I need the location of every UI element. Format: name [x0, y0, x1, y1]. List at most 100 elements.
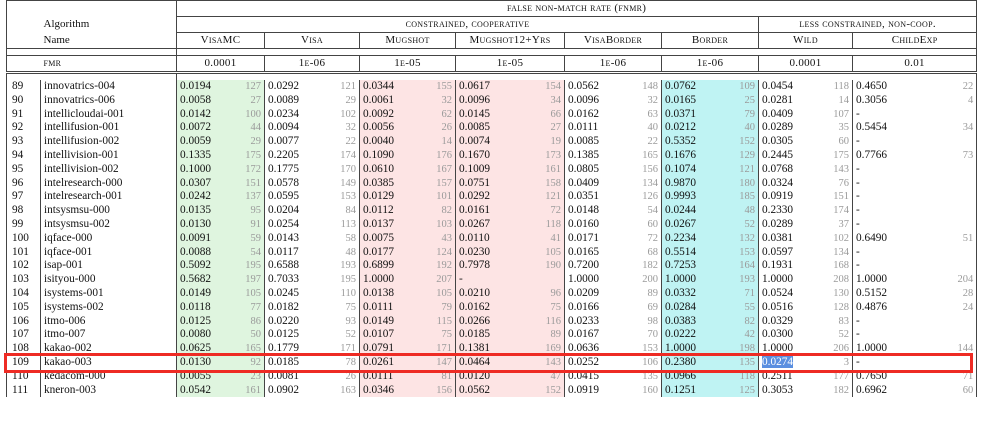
rank-wild: 76 — [809, 176, 853, 191]
fnmr-value-border: 0.0371 — [661, 107, 716, 122]
table-row[interactable]: 91 intellicloudai-001 0.0142 100 0.0234 102 0.… — [6, 107, 978, 122]
table-row[interactable]: 110 kedacom-000 0.0055 23 0.0081 26 0.0111 81 0.… — [6, 369, 978, 384]
rank-visa: 58 — [319, 231, 360, 246]
fnmr-value-visaborder: 0.0167 — [568, 328, 600, 341]
table-row[interactable]: 111 kneron-003 0.0542 161 0.0902 163 0.0346 156… — [6, 383, 978, 398]
table-row[interactable]: 105 isystems-002 0.0118 77 0.0182 75 0.0111 79 0… — [6, 300, 978, 315]
rank-mugshot: 192 — [414, 259, 456, 274]
fnmr-value-visamc: 0.0625 — [176, 342, 227, 356]
fnmr-value-border: 1.0000 — [661, 342, 716, 356]
fnmr-value-wild: 0.0597 — [762, 245, 794, 258]
table-row[interactable]: 89 innovatrics-004 0.0194 127 0.0292 121 0.034… — [6, 80, 978, 94]
rank-visamc: 175 — [226, 148, 265, 163]
fmr-visaborder: 1e-06 — [564, 55, 662, 74]
col-header-visaborder: VisaBorder — [564, 32, 662, 49]
table-row[interactable]: 106 itmo-006 0.0125 86 0.0220 93 0.0149 115 0.02… — [6, 314, 978, 329]
fnmr-value-visamc: 0.5682 — [176, 273, 227, 287]
fmr-wild: 0.0001 — [758, 55, 853, 74]
rank-border: 129 — [715, 148, 759, 163]
fnmr-value-visaborder: 0.0160 — [568, 217, 600, 230]
rank-wild: 107 — [809, 107, 853, 122]
rank-visamc: 27 — [226, 93, 265, 108]
fmr-visamc: 0.0001 — [176, 55, 265, 74]
fnmr-value-visa: 0.0182 — [268, 300, 300, 313]
table-row[interactable]: 97 intelresearch-001 0.0242 137 0.0595 153 0.0… — [6, 190, 978, 205]
table-row[interactable]: 109 kakao-003 0.0130 92 0.0185 78 0.0261 147 0.0… — [6, 355, 978, 370]
table-row[interactable]: 108 kakao-002 0.0625 165 0.1779 171 0.0791 171 0… — [6, 342, 978, 356]
algorithm-name: isap-001 — [40, 259, 177, 274]
table-row[interactable]: 98 intsysmsu-000 0.0135 95 0.0204 84 0.0112 82 0… — [6, 204, 978, 218]
row-index: 102 — [6, 259, 41, 274]
fnmr-value-wild: 1.0000 — [762, 342, 794, 355]
fnmr-value-visamc: 0.0055 — [176, 369, 227, 384]
table-row[interactable]: 96 intelresearch-000 0.0307 151 0.0578 149 0.0… — [6, 176, 978, 191]
selected-text[interactable]: 0.0274 — [762, 355, 794, 368]
fnmr-value-wild: 0.0768 — [762, 162, 794, 175]
fnmr-value-mugshot12: 0.0292 — [455, 190, 508, 205]
col-header-mugshot: Mugshot — [359, 32, 456, 49]
rank-visaborder: 63 — [621, 107, 662, 122]
fnmr-value-mugshot: 0.0129 — [359, 190, 415, 205]
algorithm-name: intsysmsu-000 — [40, 204, 177, 218]
rank-childexp: 24 — [909, 300, 978, 315]
table-row[interactable]: 104 isystems-001 0.0149 105 0.0245 110 0.0138 1… — [6, 286, 978, 301]
fnmr-value-childexp: - — [856, 328, 860, 341]
rank-wild: 37 — [809, 217, 853, 232]
name-label: Name — [40, 32, 177, 49]
rank-mugshot: 43 — [414, 231, 456, 246]
col-header-visa: Visa — [264, 32, 360, 49]
table-row[interactable]: 95 intellivision-002 0.1000 172 0.1775 170 0.0… — [6, 162, 978, 177]
fnmr-value-mugshot: 0.0112 — [359, 204, 415, 218]
rank-visa: 171 — [319, 342, 360, 356]
table-row[interactable]: 103 isityou-000 0.5682 197 0.7033 195 1.0000 20… — [6, 273, 978, 287]
table-row[interactable]: 100 iqface-000 0.0091 59 0.0143 58 0.0075 43 0.0… — [6, 231, 978, 246]
row-index: 99 — [6, 217, 41, 232]
table-row[interactable]: 90 innovatrics-006 0.0058 27 0.0089 29 0.0061 3… — [6, 93, 978, 108]
row-index: 107 — [6, 328, 41, 343]
table-row[interactable]: 99 intsysmsu-002 0.0130 91 0.0254 113 0.0137 10… — [6, 217, 978, 232]
row-index: 104 — [6, 286, 41, 301]
fnmr-value-mugshot12: 0.0085 — [455, 121, 508, 136]
rank-mugshot: 75 — [414, 328, 456, 343]
rank-visamc: 151 — [226, 176, 265, 191]
rank-visamc: 92 — [226, 355, 265, 370]
table-row[interactable]: 92 intellifusion-001 0.0072 44 0.0094 32 0.005… — [6, 121, 978, 136]
fnmr-value-mugshot: 1.0000 — [359, 273, 415, 287]
rank-wild: 35 — [809, 121, 853, 136]
table-row[interactable]: 102 isap-001 0.5092 195 0.6588 193 0.6899 192 0.… — [6, 259, 978, 274]
fnmr-value-wild: 0.0281 — [762, 93, 794, 106]
rank-childexp — [909, 328, 978, 343]
fnmr-value-visamc: 0.0194 — [176, 80, 227, 94]
rank-mugshot: 124 — [414, 245, 456, 260]
rank-mugshot12: 158 — [507, 176, 565, 191]
fnmr-value-mugshot: 0.1090 — [359, 148, 415, 163]
rank-wild: 175 — [809, 148, 853, 163]
table-row[interactable]: 93 intellifusion-002 0.0059 29 0.0077 22 0.004… — [6, 135, 978, 149]
rank-visaborder: 70 — [621, 328, 662, 343]
fnmr-value-border: 0.0284 — [661, 300, 716, 315]
fnmr-value-border: 0.0966 — [661, 369, 716, 384]
rank-visamc: 50 — [226, 328, 265, 343]
fnmr-value-visaborder: 0.0351 — [568, 190, 600, 203]
row-index: 97 — [6, 190, 41, 205]
fnmr-value-visa: 0.0117 — [268, 245, 299, 258]
rank-visa: 52 — [319, 328, 360, 343]
fnmr-value-mugshot: 0.0111 — [359, 300, 415, 315]
fnmr-value-visamc: 0.0135 — [176, 204, 227, 218]
fnmr-value-mugshot: 0.0385 — [359, 176, 415, 191]
table-row[interactable]: 94 intellivision-001 0.1335 175 0.2205 174 0.1… — [6, 148, 978, 163]
fnmr-value-border: 0.9870 — [661, 176, 716, 191]
algorithm-name: intelresearch-000 — [40, 176, 177, 191]
algorithm-name: intellicloudai-001 — [40, 107, 177, 122]
rank-visa: 32 — [319, 121, 360, 136]
rank-border: 152 — [715, 135, 759, 149]
fnmr-value-visamc: 0.0059 — [176, 135, 227, 149]
table-row[interactable]: 107 itmo-007 0.0080 50 0.0125 52 0.0107 75 0.018… — [6, 328, 978, 343]
fnmr-value-wild: 1.0000 — [762, 273, 794, 286]
table-row[interactable]: 101 iqface-001 0.0088 54 0.0117 48 0.0177 124 0.… — [6, 245, 978, 260]
rank-visamc: 165 — [226, 342, 265, 356]
fnmr-table: false non-match rate (fnmr) Algorithm co… — [6, 0, 978, 398]
fnmr-value-visamc: 0.1335 — [176, 148, 227, 163]
fnmr-value-mugshot12: 0.0751 — [455, 176, 508, 191]
rank-visamc: 29 — [226, 135, 265, 149]
